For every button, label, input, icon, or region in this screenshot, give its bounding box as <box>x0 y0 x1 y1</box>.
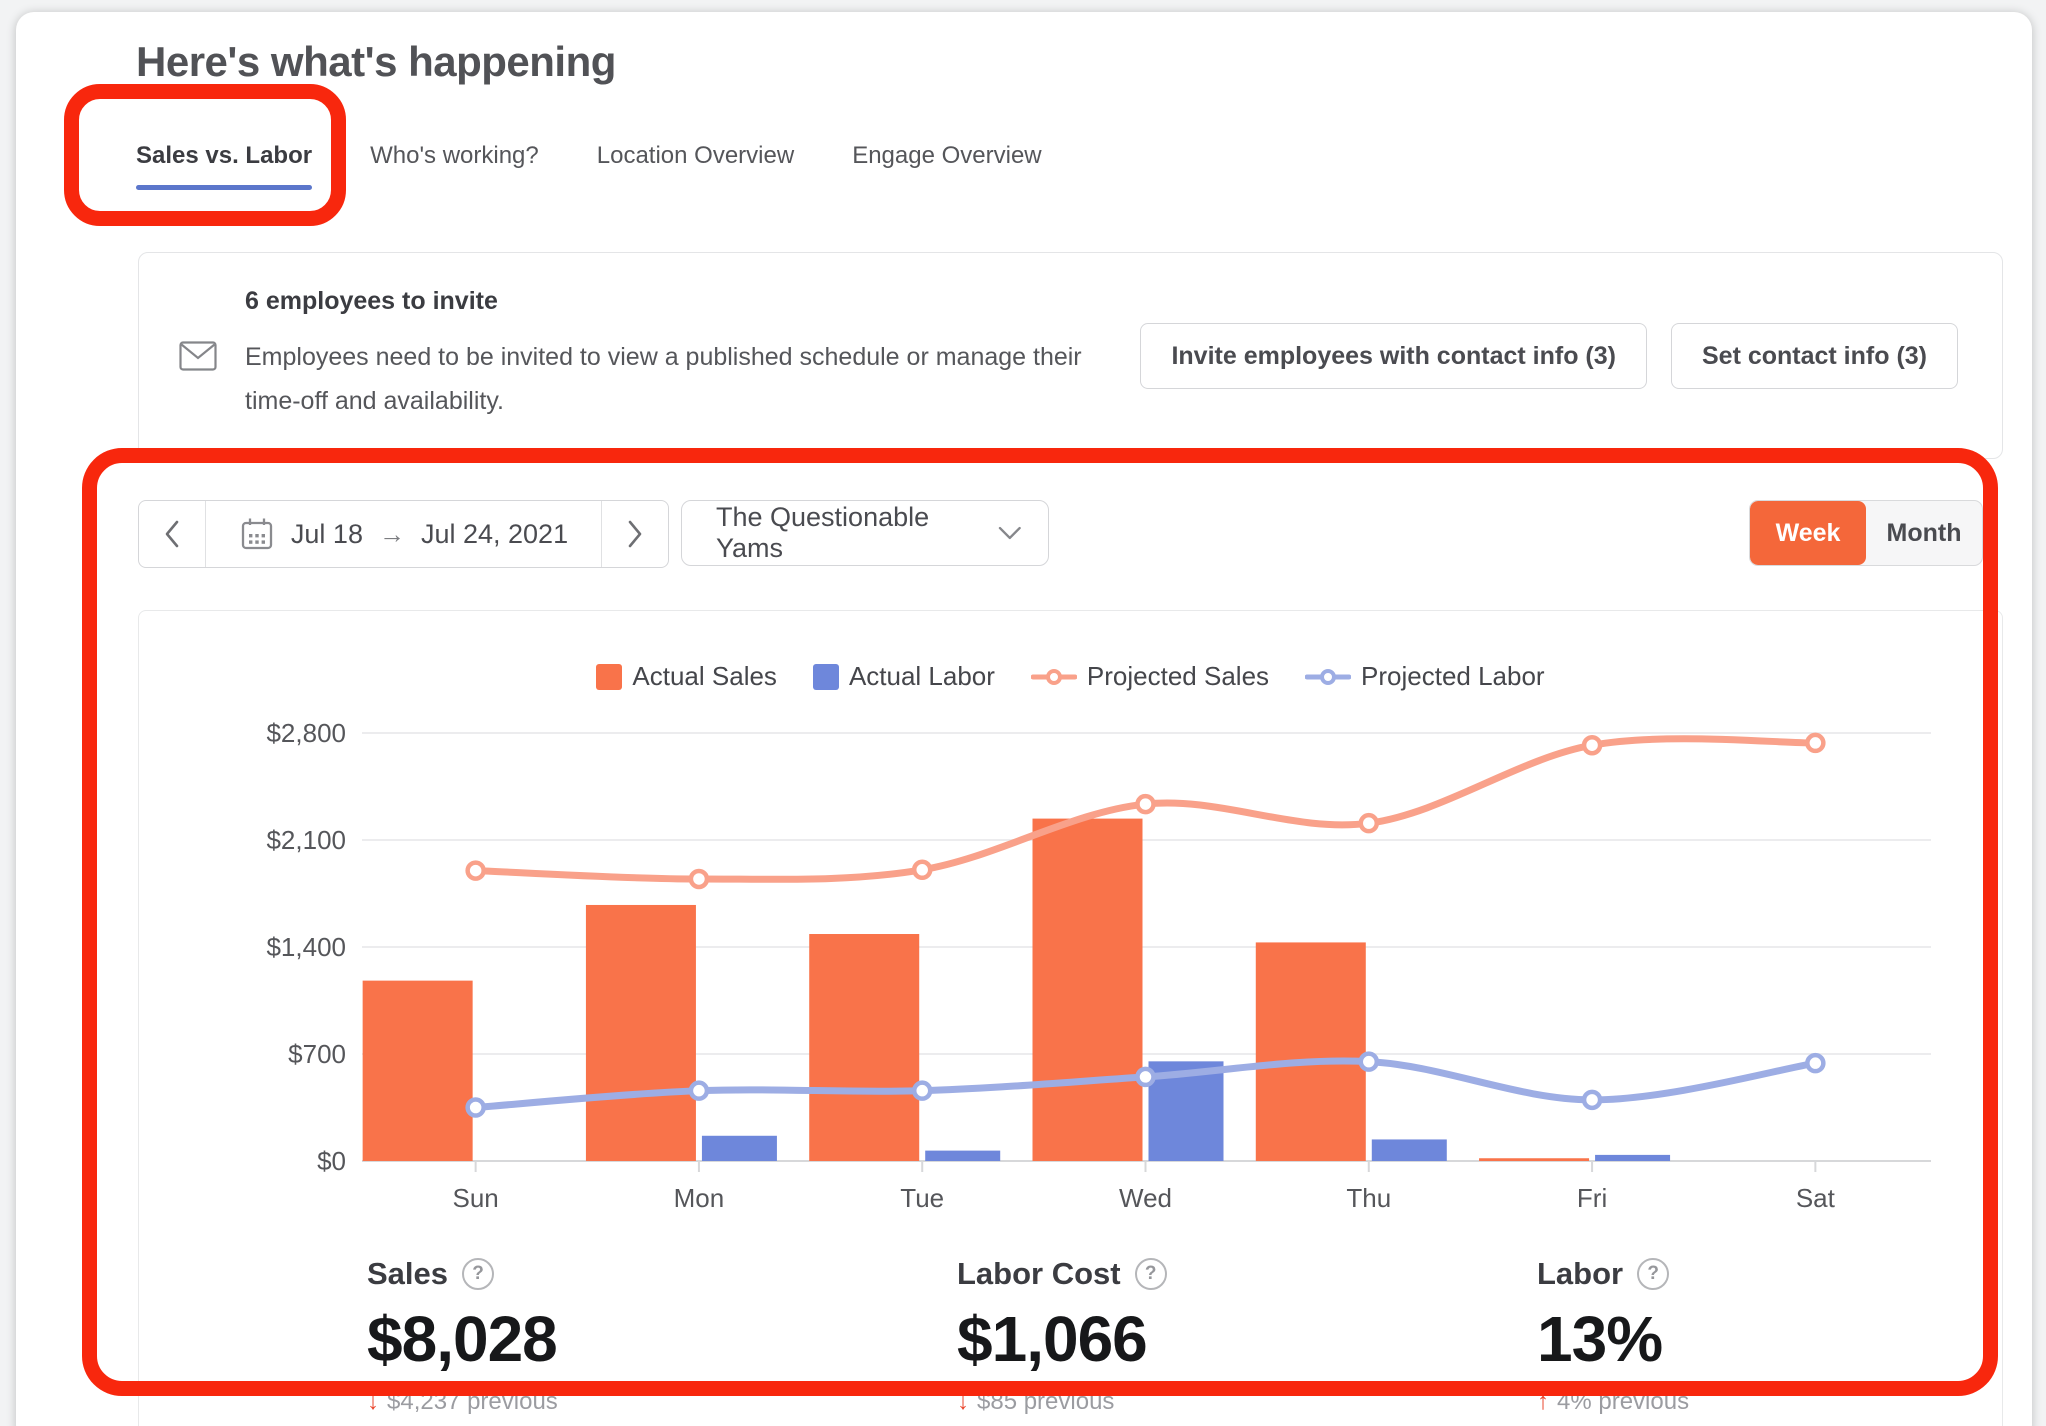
stat-value: $1,066 <box>957 1303 1148 1375</box>
set-contact-info-button[interactable]: Set contact info (3) <box>1670 323 1958 389</box>
banner-actions: Invite employees with contact info (3) S… <box>1140 323 1958 389</box>
tab-label: Engage Overview <box>852 142 1042 169</box>
legend-label: Actual Sales <box>632 661 777 691</box>
chevron-right-icon <box>628 520 642 548</box>
legend-line-swatch <box>1305 668 1352 685</box>
svg-text:Fri: Fri <box>1577 1183 1607 1213</box>
chevron-left-icon <box>165 520 179 548</box>
date-end: Jul 24, 2021 <box>420 518 569 549</box>
svg-text:$1,400: $1,400 <box>266 932 346 962</box>
toggle-week-option[interactable]: Week <box>1750 501 1866 565</box>
stat-previous: $85 previous <box>977 1388 1115 1415</box>
svg-text:$700: $700 <box>288 1039 346 1069</box>
tab-bar: Sales vs. Labor Who's working? Location … <box>136 142 1042 190</box>
calendar-icon <box>241 518 273 550</box>
up-arrow-icon: ↑ <box>1537 1388 1549 1415</box>
invite-banner: 6 employees to invite Employees need to … <box>138 252 2003 459</box>
envelope-icon <box>179 341 217 371</box>
svg-text:Thu: Thu <box>1346 1183 1391 1213</box>
legend-label: Projected Sales <box>1086 661 1270 691</box>
stat-value: $8,028 <box>367 1303 558 1375</box>
date-range-picker: Jul 18 → Jul 24, 2021 <box>138 500 669 568</box>
location-name: The Questionable Yams <box>716 502 930 563</box>
legend-item-projected-labor: Projected Labor <box>1305 661 1545 692</box>
svg-text:$2,800: $2,800 <box>266 718 346 748</box>
week-month-toggle: Week Month <box>1749 500 1983 566</box>
svg-text:Mon: Mon <box>674 1183 725 1213</box>
chevron-down-icon <box>999 526 1022 540</box>
date-start: Jul 18 <box>290 518 363 549</box>
invite-employees-button[interactable]: Invite employees with contact info (3) <box>1140 323 1647 389</box>
legend-item-actual-labor: Actual Labor <box>812 661 995 692</box>
toggle-month-option[interactable]: Month <box>1886 518 1962 547</box>
legend-swatch <box>812 663 839 690</box>
legend-line-swatch <box>1030 668 1077 685</box>
stat-label: Labor Cost <box>957 1256 1121 1291</box>
chart-legend: Actual Sales Actual Labor Projected Sales P… <box>139 661 2002 692</box>
stat-value: 13% <box>1537 1303 1663 1375</box>
banner-title: 6 employees to invite <box>245 287 498 315</box>
sales-labor-chart-card: Actual Sales Actual Labor Projected Sales P… <box>138 610 2003 1426</box>
next-week-button[interactable] <box>602 501 668 567</box>
svg-text:Sun: Sun <box>453 1183 499 1213</box>
down-arrow-icon: ↓ <box>367 1388 379 1415</box>
down-arrow-icon: ↓ <box>957 1388 969 1415</box>
sales-labor-chart: $0 $700 $1,400 $2,100 $2,800 Sun Mon Tue Wed Thu F… <box>266 718 1931 1213</box>
active-tab-underline <box>136 185 313 190</box>
tab-label: Sales vs. Labor <box>136 142 313 169</box>
stat-previous: $4,237 previous <box>387 1388 558 1415</box>
tab-label: Who's working? <box>370 142 539 169</box>
previous-week-button[interactable] <box>139 501 205 567</box>
tab-label: Location Overview <box>596 142 795 169</box>
date-range-display[interactable]: Jul 18 → Jul 24, 2021 <box>205 501 602 567</box>
stat-labor-cost: Labor Cost ? $1,066 ↓ $85 previous <box>957 1256 1167 1416</box>
stat-label: Sales <box>367 1256 449 1291</box>
help-icon[interactable]: ? <box>462 1258 495 1290</box>
stat-previous: 4% previous <box>1557 1388 1690 1415</box>
location-dropdown[interactable]: The Questionable Yams <box>681 500 1049 566</box>
tab-sales-vs-labor[interactable]: Sales vs. Labor <box>136 142 313 190</box>
tab-location-overview[interactable]: Location Overview <box>597 142 794 190</box>
tab-engage-overview[interactable]: Engage Overview <box>852 142 1041 190</box>
help-icon[interactable]: ? <box>1637 1258 1670 1290</box>
svg-text:$2,100: $2,100 <box>266 825 346 855</box>
page-title: Here's what's happening <box>136 38 616 85</box>
stat-label: Labor <box>1537 1256 1624 1291</box>
main-card: Here's what's happening Sales vs. Labor … <box>16 12 2032 1426</box>
legend-swatch <box>596 663 623 690</box>
tab-whos-working[interactable]: Who's working? <box>370 142 539 190</box>
legend-item-actual-sales: Actual Sales <box>596 661 777 692</box>
svg-text:Wed: Wed <box>1119 1183 1172 1213</box>
svg-text:$0: $0 <box>317 1146 346 1176</box>
stat-labor-percent: Labor ? 13% ↑ 4% previous <box>1537 1256 1689 1416</box>
help-icon[interactable]: ? <box>1134 1258 1167 1290</box>
legend-label: Projected Labor <box>1361 661 1545 691</box>
arrow-right-icon: → <box>378 518 405 549</box>
legend-item-projected-sales: Projected Sales <box>1030 661 1270 692</box>
svg-text:Sat: Sat <box>1796 1183 1836 1213</box>
svg-text:Tue: Tue <box>900 1183 944 1213</box>
stat-sales: Sales ? $8,028 ↓ $4,237 previous <box>367 1256 558 1416</box>
banner-description: Employees need to be invited to view a p… <box>245 343 1082 415</box>
legend-label: Actual Labor <box>848 661 995 691</box>
